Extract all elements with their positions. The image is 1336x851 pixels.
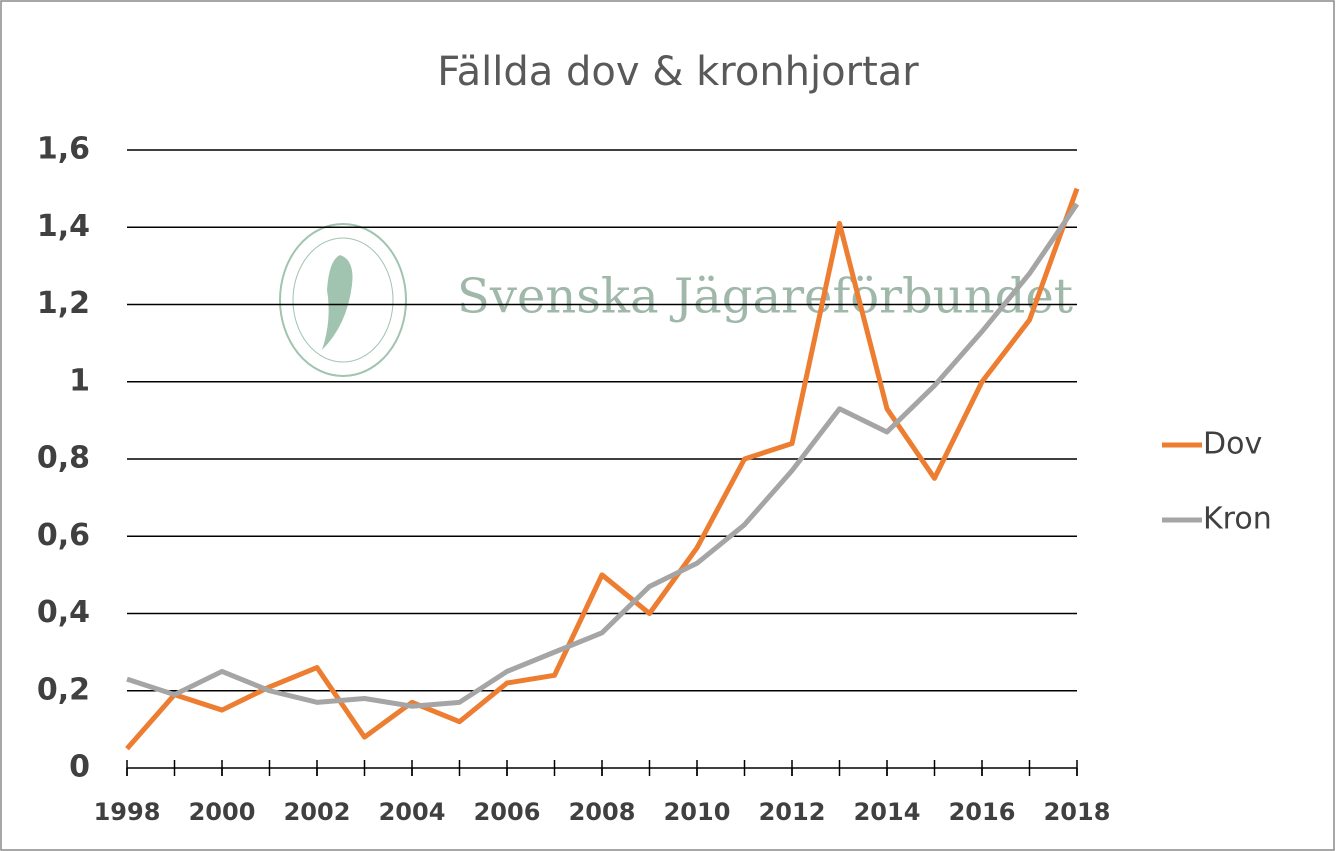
x-tick-label: 2012 bbox=[759, 798, 826, 826]
legend-label: Dov bbox=[1203, 427, 1262, 462]
chart-title: Fällda dov & kronhjortar bbox=[437, 49, 919, 95]
y-tick-label: 1,2 bbox=[37, 286, 90, 321]
y-tick-label: 0,2 bbox=[37, 672, 90, 707]
y-tick-label: 0 bbox=[69, 750, 90, 785]
y-tick-label: 1 bbox=[69, 363, 90, 398]
x-tick-label: 2002 bbox=[284, 798, 351, 826]
x-tick-label: 2000 bbox=[189, 798, 256, 826]
y-tick-label: 0,8 bbox=[37, 441, 90, 476]
x-tick-label: 2006 bbox=[474, 798, 541, 826]
watermark: Svenska Jägareförbundet bbox=[457, 269, 1073, 325]
y-tick-label: 1,4 bbox=[37, 209, 90, 244]
x-tick-label: 2014 bbox=[854, 798, 921, 826]
logo bbox=[279, 223, 407, 377]
x-tick-label: 2008 bbox=[569, 798, 636, 826]
legend-label: Kron bbox=[1203, 502, 1272, 537]
x-tick-label: 2016 bbox=[949, 798, 1016, 826]
line-series bbox=[125, 187, 1080, 751]
x-tick-label: 2010 bbox=[664, 798, 731, 826]
y-tick-label: 1,6 bbox=[37, 132, 90, 167]
x-tick-label: 2004 bbox=[379, 798, 446, 826]
y-tick-label: 0,6 bbox=[37, 518, 90, 553]
x-tick-label: 1998 bbox=[94, 798, 161, 826]
x-tick-label: 2018 bbox=[1044, 798, 1111, 826]
y-tick-label: 0,4 bbox=[37, 595, 90, 630]
line-series bbox=[126, 202, 1080, 709]
